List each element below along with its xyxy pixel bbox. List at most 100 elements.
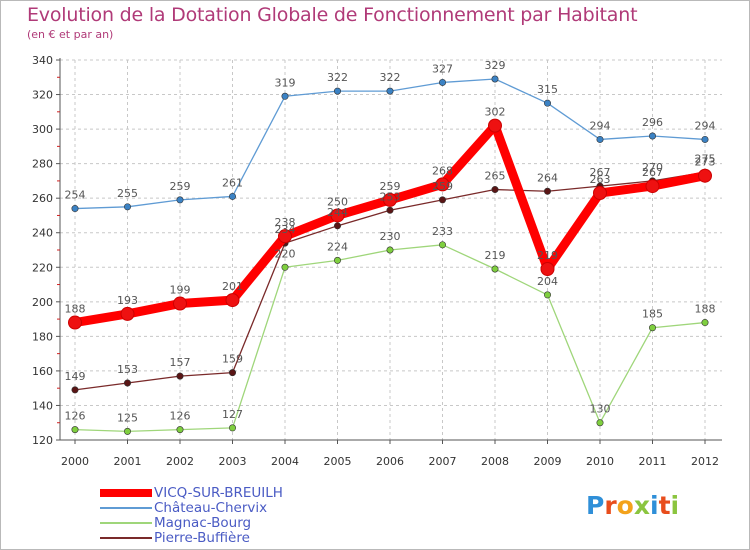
data-label-Château-Chervix-2011: 296: [642, 116, 663, 129]
data-point-Magnac-Bourg-2009: [543, 291, 551, 299]
data-label-Magnac-Bourg-2000: 126: [65, 410, 86, 423]
data-point-Château-Chervix-2006: [386, 87, 394, 95]
legend: VICQ-SUR-BREUILH Château-Chervix Magnac-Bo…: [100, 485, 360, 546]
data-label-Pierre-Buffière-2004: 234: [275, 223, 296, 236]
legend-label: VICQ-SUR-BREUILH: [154, 485, 283, 501]
data-label-Château-Chervix-2003: 261: [222, 176, 243, 189]
data-label-VICQ-SUR-BREUILH-2006: 259: [380, 180, 401, 193]
x-tick-label-2005: 2005: [324, 455, 352, 468]
data-label-Magnac-Bourg-2009: 204: [537, 275, 558, 288]
data-label-Pierre-Buffière-2003: 159: [222, 353, 243, 366]
data-point-Pierre-Buffière-2003: [229, 369, 237, 377]
data-label-VICQ-SUR-BREUILH-2001: 193: [117, 294, 138, 307]
data-point-Pierre-Buffière-2000: [71, 386, 79, 394]
legend-swatch: [100, 522, 152, 524]
y-tick-label-240: 240: [32, 227, 53, 240]
data-label-Château-Chervix-2002: 259: [170, 180, 191, 193]
data-label-Magnac-Bourg-2008: 219: [485, 249, 506, 262]
data-label-Magnac-Bourg-2012: 188: [695, 303, 716, 316]
data-point-Château-Chervix-2003: [229, 192, 237, 200]
x-tick-label-2003: 2003: [219, 455, 247, 468]
x-tick-label-2002: 2002: [166, 455, 194, 468]
data-point-Magnac-Bourg-2007: [438, 241, 446, 249]
data-label-Magnac-Bourg-2004: 220: [275, 247, 296, 260]
data-label-Pierre-Buffière-2012: 275: [695, 152, 716, 165]
y-tick-label-220: 220: [32, 261, 53, 274]
data-label-Pierre-Buffière-2000: 149: [65, 370, 86, 383]
data-label-VICQ-SUR-BREUILH-2012: 273: [695, 156, 716, 169]
data-label-Château-Chervix-2009: 315: [537, 83, 558, 96]
logo-letter: i: [670, 491, 680, 520]
data-label-Château-Chervix-2000: 254: [65, 189, 86, 202]
legend-item-2: Magnac-Bourg: [100, 515, 360, 531]
legend-label: Château-Chervix: [154, 500, 268, 516]
x-tick-label-2009: 2009: [534, 455, 562, 468]
data-label-Magnac-Bourg-2007: 233: [432, 225, 453, 238]
data-point-Magnac-Bourg-2006: [386, 246, 394, 254]
line-chart: 120 140 160 180 200 220 240 260 280 300 320 340 2000…: [32, 54, 722, 468]
data-point-Magnac-Bourg-2001: [124, 427, 132, 435]
data-label-Pierre-Buffière-2002: 157: [170, 356, 191, 369]
data-label-Château-Chervix-2012: 294: [695, 119, 716, 132]
data-label-Pierre-Buffière-2005: 244: [327, 206, 348, 219]
y-tick-label-280: 280: [32, 158, 53, 171]
data-point-Magnac-Bourg-2008: [491, 265, 499, 273]
legend-item-3: Pierre-Buffière: [100, 530, 360, 546]
y-tick-label-180: 180: [32, 330, 53, 343]
data-label-Château-Chervix-2006: 322: [380, 71, 401, 84]
data-point-VICQ-SUR-BREUILH-2000: [68, 315, 82, 330]
data-point-Magnac-Bourg-2003: [229, 424, 237, 432]
data-point-Château-Chervix-2011: [648, 132, 656, 140]
data-point-Magnac-Bourg-2005: [333, 256, 341, 264]
data-point-Château-Chervix-2008: [491, 75, 499, 83]
data-point-VICQ-SUR-BREUILH-2008: [488, 118, 502, 133]
data-label-VICQ-SUR-BREUILH-2002: 199: [170, 284, 191, 297]
y-tick-label-340: 340: [32, 54, 53, 67]
legend-swatch: [100, 489, 152, 497]
data-point-Pierre-Buffière-2006: [386, 206, 394, 214]
data-label-VICQ-SUR-BREUILH-2004: 238: [275, 216, 296, 229]
data-point-VICQ-SUR-BREUILH-2001: [120, 306, 135, 321]
y-tick-label-320: 320: [32, 89, 53, 102]
legend-label: Magnac-Bourg: [154, 515, 252, 531]
data-point-Château-Chervix-2002: [176, 196, 184, 204]
data-point-VICQ-SUR-BREUILH-2010: [593, 186, 607, 200]
x-tick-label-2006: 2006: [376, 455, 404, 468]
data-label-Pierre-Buffière-2011: 270: [642, 161, 663, 174]
data-point-VICQ-SUR-BREUILH-2009: [540, 262, 555, 276]
x-tick-label-2010: 2010: [586, 455, 614, 468]
y-tick-label-120: 120: [32, 434, 53, 447]
data-point-VICQ-SUR-BREUILH-2002: [173, 296, 187, 311]
y-tick-label-260: 260: [32, 192, 53, 205]
data-label-Magnac-Bourg-2005: 224: [327, 240, 348, 253]
chart-subtitle: (en € et par an): [27, 28, 114, 41]
x-tick-label-2001: 2001: [114, 455, 142, 468]
data-label-VICQ-SUR-BREUILH-2009: 219: [537, 249, 558, 262]
data-label-Pierre-Buffière-2010: 267: [590, 166, 611, 179]
x-tick-label-2008: 2008: [481, 455, 509, 468]
data-point-Pierre-Buffière-2001: [124, 379, 132, 387]
data-point-Magnac-Bourg-2012: [701, 319, 709, 327]
data-point-VICQ-SUR-BREUILH-2012: [698, 168, 712, 183]
data-point-Château-Chervix-2009: [543, 99, 551, 107]
data-point-Château-Chervix-2001: [124, 203, 132, 211]
data-point-Pierre-Buffière-2008: [491, 186, 499, 194]
data-point-Pierre-Buffière-2005: [333, 222, 341, 230]
data-point-Pierre-Buffière-2009: [543, 187, 551, 195]
data-label-VICQ-SUR-BREUILH-2003: 201: [222, 280, 243, 293]
logo-letter: i: [650, 491, 659, 520]
data-label-Magnac-Bourg-2010: 130: [590, 403, 611, 416]
data-label-VICQ-SUR-BREUILH-2007: 268: [432, 164, 453, 177]
data-point-Château-Chervix-2005: [333, 87, 341, 95]
data-label-Château-Chervix-2010: 294: [590, 119, 611, 132]
y-tick-label-300: 300: [32, 123, 53, 136]
data-label-Pierre-Buffière-2001: 153: [117, 363, 138, 376]
y-tick-label-140: 140: [32, 399, 53, 412]
data-point-Château-Chervix-2010: [596, 135, 604, 143]
logo-letter: x: [633, 491, 650, 520]
data-point-Magnac-Bourg-2002: [176, 426, 184, 434]
data-point-Pierre-Buffière-2007: [438, 196, 446, 204]
data-label-Château-Chervix-2007: 327: [432, 62, 453, 75]
data-point-Pierre-Buffière-2002: [176, 372, 184, 380]
legend-label: Pierre-Buffière: [154, 530, 250, 546]
